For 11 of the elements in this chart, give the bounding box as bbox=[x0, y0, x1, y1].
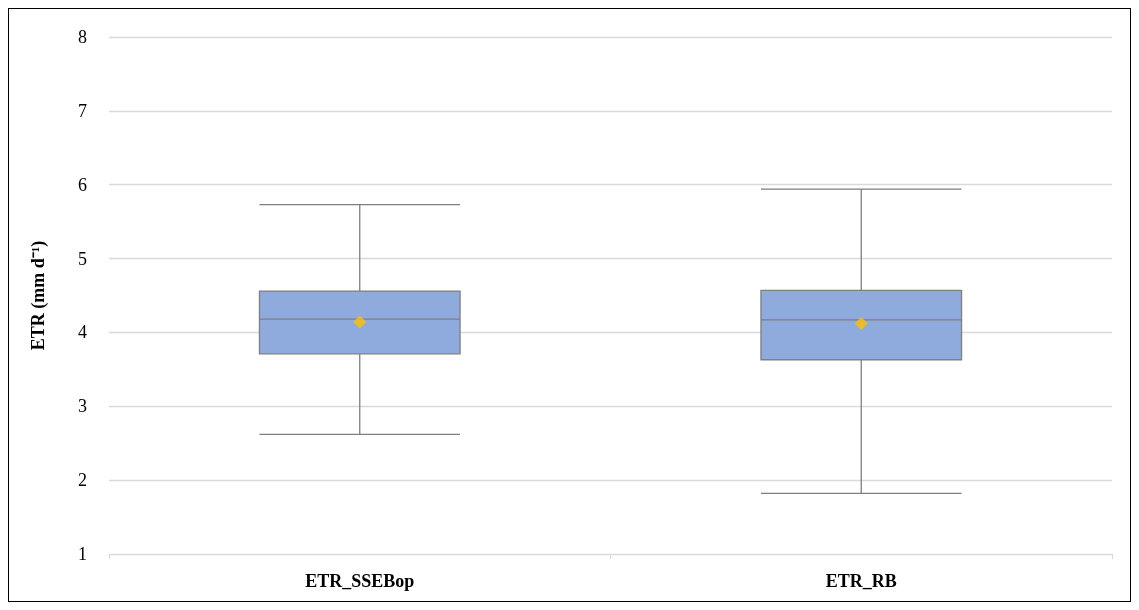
y-tick-label: 2 bbox=[78, 470, 87, 491]
y-tick-label: 5 bbox=[78, 248, 87, 269]
y-tick-label: 4 bbox=[78, 322, 87, 343]
x-tick-label: ETR_RB bbox=[825, 571, 897, 591]
y-axis-title: ETR (mm d⁻¹) bbox=[28, 240, 49, 351]
y-tick-label: 8 bbox=[78, 27, 87, 47]
y-tick-label: 3 bbox=[78, 396, 87, 417]
y-tick-label: 1 bbox=[78, 544, 87, 564]
y-tick-label: 6 bbox=[78, 174, 87, 195]
x-tick-label: ETR_SSEBop bbox=[305, 571, 415, 591]
y-tick-label: 7 bbox=[78, 100, 87, 121]
